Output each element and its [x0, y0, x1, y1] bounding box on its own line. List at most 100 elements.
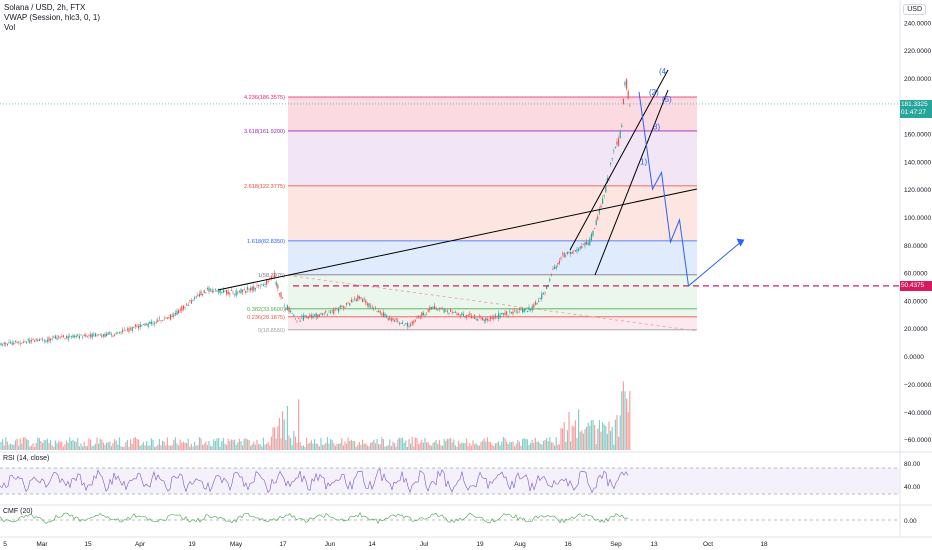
volume-bar [539, 443, 541, 450]
price-tick-label: 240.0000 [904, 20, 931, 27]
volume-bar [318, 446, 320, 450]
volume-bar [114, 439, 116, 450]
candle-body [66, 336, 68, 338]
candle-body [310, 314, 312, 318]
candle-body [534, 301, 536, 305]
candle-body [115, 333, 117, 334]
volume-bar [98, 443, 100, 450]
candle-body [285, 307, 287, 310]
candle-body [576, 249, 578, 252]
candle-body [128, 328, 130, 332]
candle-body [269, 277, 271, 279]
candle-body [150, 321, 152, 324]
volume-bar [6, 441, 8, 450]
rsi-line [0, 468, 629, 494]
candle-body [238, 290, 240, 292]
candle-body [40, 339, 42, 340]
volume-bar [269, 445, 271, 450]
volume-bar [22, 437, 24, 450]
candle-body [365, 300, 367, 304]
candle-body [165, 317, 167, 319]
volume-bar [494, 443, 496, 450]
volume-bar [325, 443, 327, 450]
volume-tick-label: −60.0000 [904, 437, 932, 444]
volume-bar [554, 445, 556, 450]
candle-body [418, 315, 420, 318]
volume-bar [512, 441, 514, 450]
candle-body [624, 82, 626, 86]
time-axis-label: 13 [650, 541, 658, 548]
candle-body [323, 313, 325, 315]
volume-bar [237, 442, 239, 450]
volume-bar [541, 444, 543, 450]
volume-bar [395, 446, 397, 450]
volume-bar [238, 438, 240, 450]
currency-badge[interactable]: USD [903, 4, 926, 15]
volume-bar [234, 439, 236, 450]
candle-body [192, 300, 194, 301]
volume-bar [477, 445, 479, 450]
volume-bar [246, 439, 248, 450]
candle-body [189, 299, 191, 301]
volume-bar [555, 437, 557, 450]
candle-body [582, 244, 584, 245]
candle-body [123, 329, 125, 331]
support-price-tag: 50.4375 [900, 281, 932, 291]
volume-bar [338, 443, 340, 450]
candle-body [286, 305, 288, 311]
candle-body [109, 332, 111, 334]
volume-bar [213, 439, 215, 450]
volume-bar [21, 443, 23, 450]
candle-body [446, 310, 448, 312]
candle-body [74, 335, 76, 338]
candle-body [298, 318, 300, 319]
volume-bar [501, 441, 503, 450]
volume-bar [510, 442, 512, 450]
volume-bar [490, 442, 492, 450]
time-axis-label: Aug [514, 541, 526, 548]
volume-bar [582, 433, 584, 450]
volume-bar [261, 446, 263, 450]
volume-bar [515, 443, 517, 450]
candle-body [459, 315, 461, 316]
candle-body [614, 147, 616, 148]
candle-body [234, 294, 236, 295]
candle-body [550, 274, 552, 276]
volume-bar [77, 437, 79, 450]
volume-bar [136, 438, 138, 450]
candle-body [472, 317, 474, 319]
volume-bar [445, 441, 447, 450]
volume-bar [13, 444, 15, 450]
candle-body [366, 303, 368, 306]
candle-body [195, 296, 197, 298]
volume-bar [270, 436, 272, 450]
volume-bar [464, 443, 466, 450]
volume-bar [584, 429, 586, 450]
candle-body [280, 292, 282, 298]
volume-bar [285, 440, 287, 450]
fib-level-label: 0.236(28.1875) [247, 315, 285, 321]
volume-bar [590, 420, 592, 450]
candle-body [278, 293, 280, 295]
candle-body [424, 314, 426, 316]
volume-bar [152, 439, 154, 450]
volume-bar [517, 439, 519, 450]
volume-bar [205, 441, 207, 450]
candle-body [438, 307, 440, 310]
volume-bar [184, 442, 186, 450]
candle-body [346, 302, 348, 305]
candle-body [299, 320, 301, 322]
candle-body [598, 209, 600, 214]
volume-bar [170, 445, 172, 450]
candle-body [130, 328, 132, 330]
volume-bar [24, 437, 26, 450]
volume-bar [456, 446, 458, 450]
candle-body [82, 337, 84, 338]
candle-body [77, 334, 79, 336]
candle-body [213, 291, 215, 292]
candle-body [355, 299, 357, 301]
candle-body [595, 220, 597, 225]
volume-bar [429, 444, 431, 450]
volume-bar [402, 437, 404, 450]
